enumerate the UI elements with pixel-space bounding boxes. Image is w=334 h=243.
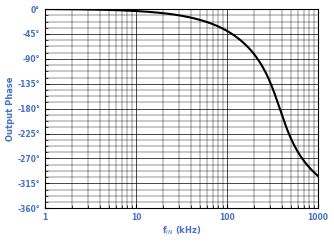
X-axis label: f$_{IN}$ (kHz): f$_{IN}$ (kHz) [162,225,201,237]
Y-axis label: Output Phase: Output Phase [6,77,15,141]
